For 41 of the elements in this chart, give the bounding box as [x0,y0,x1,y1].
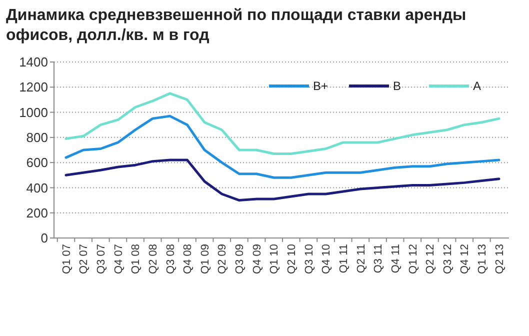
x-tick-label: Q4 10 [320,244,333,274]
y-tick-label: 800 [26,130,48,145]
line-series [64,114,500,179]
y-tick-label: 1200 [19,80,48,95]
y-tick-label: 400 [26,180,48,196]
x-tick-label: Q2 09 [216,244,229,274]
legend-label: В+ [313,79,328,94]
x-tick-label: Q2 10 [286,244,298,274]
x-tick-label: Q3 07 [95,244,108,274]
x-tick-label: Q3 12 [442,244,454,274]
y-tick-label: 1000 [19,104,48,120]
x-tick-label: Q1 09 [199,244,212,274]
legend-label: В [393,79,402,94]
x-tick-label: Q1 13 [476,244,489,274]
x-tick-label: Q3 08 [164,244,177,274]
x-tick-label: Q1 08 [130,244,142,274]
x-tick-label: Q1 12 [407,244,420,274]
x-tick-label: Q4 07 [112,244,125,274]
x-tick-label: Q4 08 [182,244,194,274]
x-tick-label: Q3 11 [372,244,385,274]
x-tick-label: Q4 11 [390,244,402,274]
x-tick-label: Q1 07 [60,244,73,274]
x-tick-label: Q3 10 [303,244,316,274]
x-tick-label: Q4 12 [459,244,472,274]
x-tick-label: Q2 13 [494,244,506,274]
x-tick-label: Q2 08 [147,244,160,274]
x-tick-label: Q2 07 [78,244,90,274]
legend-label: А [473,79,482,94]
line-series [64,92,500,156]
x-tick-label: Q1 11 [338,244,350,274]
y-tick-label: 600 [26,155,48,170]
y-tick-label: 1400 [19,54,48,70]
x-tick-label: Q1 10 [268,244,281,274]
y-tick-label: 200 [26,205,48,220]
chart-title: Динамика средневзвешенной по площади ставки аренды офисов, долл./кв. м в год [6,7,466,44]
x-tick-label: Q4 09 [251,244,264,274]
line-series [64,158,500,202]
x-tick-label: Q3 09 [234,244,246,274]
y-tick-label: 0 [40,230,48,246]
x-tick-label: Q2 12 [424,244,437,274]
x-tick-label: Q2 11 [355,244,368,274]
